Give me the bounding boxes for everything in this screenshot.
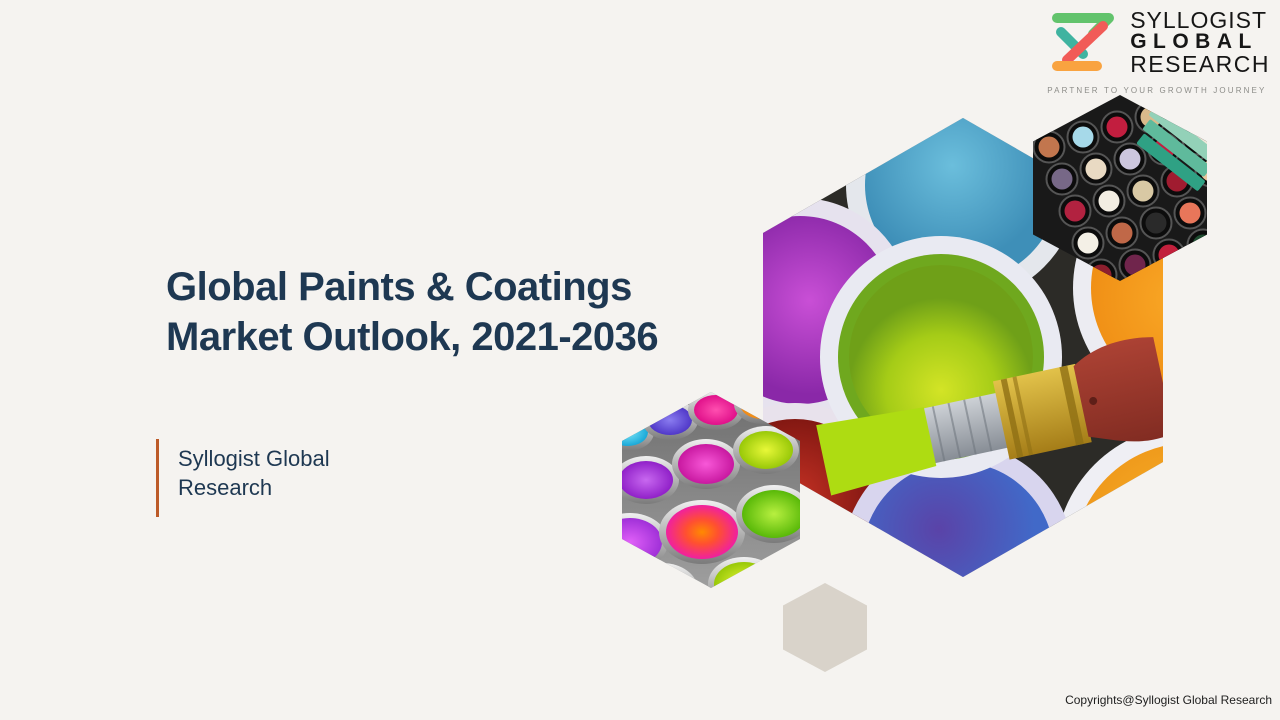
title-line-1: Global Paints & Coatings — [166, 265, 632, 309]
paint-cans-photo-hexagon-large — [763, 118, 1163, 577]
logo-row: SYLLOGIST GLOBAL RESEARCH — [1047, 6, 1270, 78]
paint-cans-photo-hexagon-top-right — [1033, 95, 1207, 281]
byline-line-1: Syllogist Global — [178, 446, 330, 471]
title-line-2: Market Outlook, 2021-2036 — [166, 315, 659, 359]
logo-word-syllogist: SYLLOGIST — [1130, 7, 1268, 33]
byline: Syllogist Global Research — [178, 444, 330, 502]
byline-accent-bar — [156, 439, 159, 517]
byline-line-2: Research — [178, 475, 273, 500]
syllogist-logo-icon — [1047, 6, 1123, 78]
copyright-text: Copyrights@Syllogist Global Research — [1065, 693, 1272, 707]
page-title: Global Paints & Coatings Market Outlook,… — [166, 262, 659, 362]
logo-wordmark: SYLLOGIST GLOBAL RESEARCH — [1130, 7, 1270, 77]
logo: SYLLOGIST GLOBAL RESEARCH PARTNER TO YOU… — [1047, 6, 1270, 96]
logo-tagline: PARTNER TO YOUR GROWTH JOURNEY — [1047, 86, 1267, 95]
logo-word-global: GLOBAL — [1130, 30, 1258, 53]
accent-hexagon — [783, 583, 867, 672]
logo-word-research: RESEARCH — [1130, 51, 1270, 77]
paint-cans-photo-hexagon-left — [622, 392, 800, 588]
